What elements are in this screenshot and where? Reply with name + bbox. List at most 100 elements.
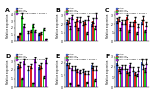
Bar (116, 21, 118, 41)
Bar (88, 73, 89, 87)
Bar (66, 22, 68, 41)
Bar (134, 73, 136, 87)
Bar (19, 65, 21, 87)
Bar (129, 65, 131, 87)
Y-axis label: Relative expression: Relative expression (106, 60, 110, 84)
Legend: Control, siRNA+vec, siRNA+sav.B, siRNA+sav.B+PTPRZ1 + p.p220.T: Control, siRNA+vec, siRNA+sav.B, siRNA+s… (16, 8, 47, 14)
Legend: Control, siRNA+vec, siRNA+sav.B, siRNA+sav.B+PTPRZ1 + p.p220.T: Control, siRNA+vec, siRNA+sav.B, siRNA+s… (116, 54, 147, 60)
Bar (34, 31, 36, 41)
Bar (28, 32, 29, 41)
Bar (146, 62, 147, 87)
Bar (83, 23, 84, 41)
Bar (141, 22, 142, 41)
Bar (34, 59, 36, 87)
Bar (28, 68, 29, 87)
Bar (92, 68, 94, 87)
Bar (96, 68, 97, 87)
Y-axis label: Relative expression: Relative expression (6, 14, 10, 38)
Bar (66, 63, 68, 87)
Bar (142, 18, 144, 41)
Bar (86, 33, 87, 41)
Bar (128, 73, 129, 87)
Bar (86, 82, 87, 87)
Bar (94, 80, 95, 87)
Bar (45, 39, 47, 41)
Bar (125, 67, 126, 87)
Bar (129, 24, 131, 41)
Bar (141, 62, 142, 87)
Bar (91, 24, 92, 41)
Bar (133, 69, 134, 87)
Bar (80, 20, 81, 41)
Text: B: B (55, 8, 60, 13)
Bar (43, 77, 44, 87)
Bar (70, 27, 71, 41)
Bar (138, 26, 139, 41)
Bar (76, 70, 78, 87)
Bar (78, 85, 79, 87)
Bar (43, 29, 44, 41)
Bar (144, 70, 146, 87)
Bar (78, 29, 79, 41)
Bar (38, 34, 40, 41)
Bar (38, 67, 40, 87)
Legend: Control, siRNA+vec, siRNA+sav.B, siRNA+sav.B+PTPRZ1 + p.p220.T: Control, siRNA+vec, siRNA+sav.B, siRNA+s… (66, 54, 97, 60)
Bar (138, 69, 139, 87)
Bar (75, 24, 76, 41)
Bar (92, 21, 94, 41)
Bar (134, 20, 136, 41)
Bar (94, 27, 95, 41)
Bar (30, 31, 32, 41)
Text: F: F (105, 54, 109, 59)
Text: C: C (105, 8, 110, 13)
Text: A: A (5, 8, 10, 13)
Legend: Control, siRNA+vec, siRNA+sav.B, siRNA+sav.B+PTPRZ1 + p.p220.T: Control, siRNA+vec, siRNA+sav.B, siRNA+s… (116, 8, 147, 14)
Y-axis label: Relative expression: Relative expression (6, 60, 10, 84)
Bar (71, 68, 73, 87)
Bar (45, 60, 47, 87)
Bar (121, 22, 123, 41)
Y-axis label: Relative expression: Relative expression (56, 14, 60, 38)
Bar (133, 24, 134, 41)
Bar (32, 25, 34, 41)
Bar (84, 22, 86, 41)
Bar (136, 33, 137, 41)
Bar (70, 84, 71, 87)
Bar (17, 36, 19, 41)
Bar (118, 69, 120, 87)
Bar (121, 67, 123, 87)
Bar (23, 26, 25, 41)
Bar (40, 66, 42, 87)
Bar (84, 73, 86, 87)
Bar (142, 67, 144, 87)
Bar (83, 70, 84, 87)
Bar (19, 33, 21, 41)
Bar (120, 29, 121, 41)
Bar (136, 75, 137, 87)
Bar (23, 61, 25, 87)
Bar (21, 16, 23, 41)
Bar (80, 71, 81, 87)
Y-axis label: Relative expression: Relative expression (56, 60, 60, 84)
Bar (120, 71, 121, 87)
Text: E: E (55, 54, 59, 59)
Bar (144, 31, 146, 41)
Bar (68, 65, 69, 87)
Text: D: D (5, 54, 10, 59)
Bar (40, 33, 42, 41)
Bar (91, 65, 92, 87)
Bar (30, 66, 32, 87)
Bar (126, 71, 128, 87)
Bar (17, 66, 19, 87)
Y-axis label: Relative expression: Relative expression (106, 14, 110, 38)
Bar (21, 79, 23, 87)
Bar (118, 19, 120, 41)
Bar (146, 24, 147, 41)
Bar (71, 17, 73, 41)
Bar (125, 22, 126, 41)
Legend: Control, siRNA+vec, siRNA+sav.B, siRNA+sav.B+PTPRZ1 + p.p220.T: Control, siRNA+vec, siRNA+sav.B, siRNA+s… (16, 54, 47, 60)
Bar (126, 17, 128, 41)
Bar (32, 83, 34, 87)
Bar (96, 15, 97, 41)
Bar (75, 68, 76, 87)
